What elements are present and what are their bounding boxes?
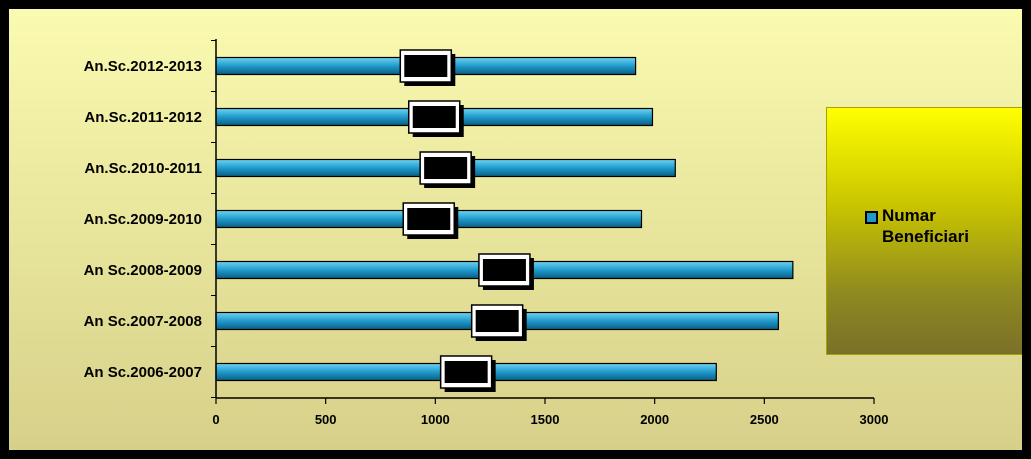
x-tick-label: 2000 (640, 412, 669, 427)
category-label: An.Sc.2011-2012 (84, 109, 202, 126)
x-tick-label: 500 (315, 412, 337, 427)
x-tick-label: 2500 (750, 412, 779, 427)
y-axis-categories: An.Sc.2012-2013 An.Sc.2011-2012 An.Sc.2010… (84, 58, 202, 381)
data-label: 2564 (480, 313, 514, 330)
data-label: 2281 (449, 364, 482, 381)
category-label: An Sc.2006-2007 (84, 364, 202, 381)
x-tick-label: 0 (212, 412, 219, 427)
x-tick-label: 1500 (531, 412, 560, 427)
x-tick-label: 1000 (421, 412, 450, 427)
category-label: An Sc.2008-2009 (84, 262, 202, 279)
category-label: An.Sc.2009-2010 (84, 211, 202, 228)
category-label: An.Sc.2012-2013 (84, 58, 202, 75)
legend-label: Numar Beneficiari (882, 205, 1022, 247)
legend: Numar Beneficiari (826, 107, 1031, 355)
data-label: 1913 (409, 58, 442, 75)
data-label: 2094 (429, 160, 463, 177)
x-tick-label: 3000 (860, 412, 889, 427)
data-label: 1990 (418, 109, 451, 126)
data-label: 2630 (488, 262, 521, 279)
category-label: An Sc.2007-2008 (84, 313, 202, 330)
data-label: 1940 (412, 211, 445, 228)
legend-swatch (865, 211, 878, 224)
category-label: An.Sc.2010-2011 (84, 160, 202, 177)
